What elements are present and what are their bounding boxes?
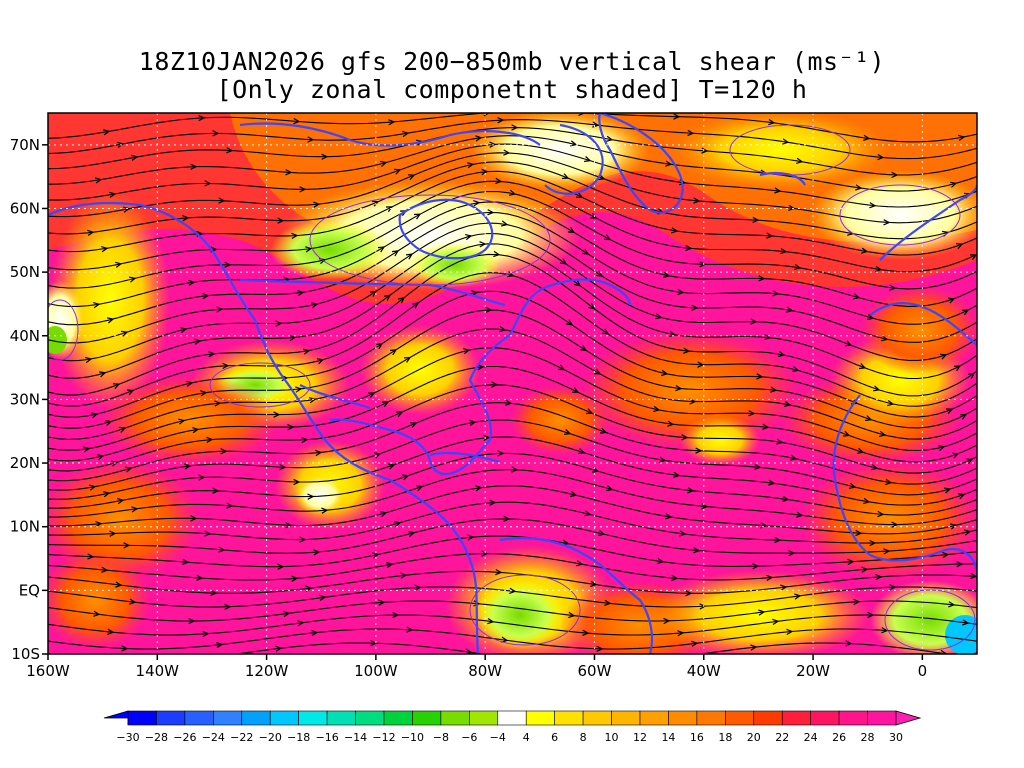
- colorbar-swatch: [298, 710, 328, 726]
- lat-tick-label: 40N: [10, 327, 40, 345]
- colorbar-swatch: [668, 710, 698, 726]
- colorbar-swatch: [611, 710, 641, 726]
- colorbar-swatch: [554, 710, 584, 726]
- lon-tick-label: 80W: [468, 662, 502, 680]
- colorbar-label: 22: [775, 731, 789, 744]
- colorbar-label: 26: [832, 731, 846, 744]
- colorbar-label: −20: [259, 731, 282, 744]
- colorbar-swatch: [355, 710, 385, 726]
- colorbar-swatch: [412, 710, 442, 726]
- streamlines: [48, 113, 977, 654]
- colorbar-swatch: [213, 710, 243, 726]
- lon-tick-label: 140W: [136, 662, 180, 680]
- map-title-line-2: [Only zonal componetnt shaded] T=120 h: [216, 75, 808, 104]
- lat-tick-label: 50N: [10, 263, 40, 281]
- colorbar-label: 24: [804, 731, 818, 744]
- lon-tick-label: 20W: [796, 662, 830, 680]
- east-us-coast: [509, 278, 632, 336]
- lon-tick-label: 120W: [245, 662, 289, 680]
- colorbar-swatch: [383, 710, 413, 726]
- cuba: [429, 451, 501, 464]
- colorbar-label: −10: [401, 731, 424, 744]
- colorbar-label: −16: [316, 731, 339, 744]
- colorbar-swatch: [326, 710, 356, 726]
- gridlines: [48, 113, 977, 654]
- colorbar-label: −6: [461, 731, 477, 744]
- colorbar-label: 8: [580, 731, 587, 744]
- lon-tick-label: 0: [918, 662, 928, 680]
- colorbar-swatch: [127, 710, 157, 726]
- colorbar-swatch: [725, 710, 755, 726]
- lat-tick-label: 10N: [10, 518, 40, 536]
- colorbar-swatch: [753, 710, 783, 726]
- colorbar-label: −14: [344, 731, 367, 744]
- lon-tick-label: 160W: [26, 662, 70, 680]
- colorbar-swatch: [241, 710, 271, 726]
- colorbar-swatch: [838, 710, 868, 726]
- colorbar-label: 18: [718, 731, 732, 744]
- colorbar-label: −26: [173, 731, 196, 744]
- lat-tick-label: 60N: [10, 199, 40, 217]
- colorbar-label: 4: [523, 731, 530, 744]
- purple-contours: [48, 124, 976, 651]
- colorbar-under-arrow: [103, 710, 129, 725]
- colorbar-swatch: [184, 710, 214, 726]
- colorbar-label: 12: [633, 731, 647, 744]
- colorbar-label: −22: [230, 731, 253, 744]
- colorbar-swatch: [269, 710, 299, 726]
- colorbar-label: −4: [490, 731, 506, 744]
- colorbar-swatch: [867, 710, 897, 726]
- colorbar-swatch: [781, 710, 811, 726]
- colorbar-label: −12: [372, 731, 395, 744]
- lon-tick-label: 40W: [687, 662, 721, 680]
- colorbar-swatch: [582, 710, 612, 726]
- north-america-coast: [48, 201, 472, 561]
- colorbar-swatch: [696, 710, 726, 726]
- colorbar-swatch: [639, 710, 669, 726]
- lat-tick-label: 30N: [10, 390, 40, 408]
- south-america-coast: [468, 537, 654, 654]
- us-mexico-border: [299, 384, 371, 410]
- colorbar-label: 10: [605, 731, 619, 744]
- colorbar-swatch: [440, 710, 470, 726]
- colorbar-label: 30: [889, 731, 903, 744]
- lat-tick-label: 10S: [11, 645, 40, 663]
- africa-coast: [832, 394, 977, 576]
- gulf-coast: [329, 334, 511, 476]
- greenland: [598, 113, 684, 214]
- map-title-line-1: 18Z10JAN2026 gfs 200−850mb vertical shea…: [138, 47, 886, 76]
- colorbar-label: 16: [690, 731, 704, 744]
- colorbar-label: −28: [145, 731, 168, 744]
- coastlines: [48, 113, 977, 654]
- colorbar-label: −18: [287, 731, 310, 744]
- lat-tick-label: EQ: [19, 581, 40, 599]
- lon-tick-label: 60W: [578, 662, 612, 680]
- colorbar-label: 14: [661, 731, 675, 744]
- lat-tick-label: 20N: [10, 454, 40, 472]
- lat-tick-label: 70N: [10, 136, 40, 154]
- colorbar-label: −30: [116, 731, 139, 744]
- arctic-islands: [239, 122, 604, 195]
- colorbar-swatch: [156, 710, 186, 726]
- colorbar-label: 20: [747, 731, 761, 744]
- map-frame: [47, 112, 978, 655]
- colorbar-label: 28: [861, 731, 875, 744]
- colorbar-swatch: [469, 710, 499, 726]
- lon-tick-label: 100W: [354, 662, 398, 680]
- colorbar-swatch: [497, 710, 527, 726]
- colorbar-swatch: [525, 710, 555, 726]
- colorbar: −30 −28 −26 −24 −22 −20 −18 −16 −14 −12 −10 −8 −6 −4 4…: [103, 710, 922, 744]
- hudson-bay: [398, 198, 494, 260]
- colorbar-label: −24: [202, 731, 225, 744]
- colorbar-label: 6: [551, 731, 558, 744]
- shading-field: [48, 113, 977, 654]
- colorbar-label: −8: [433, 731, 449, 744]
- colorbar-swatch: [810, 710, 840, 726]
- colorbar-over-arrow: [895, 710, 922, 726]
